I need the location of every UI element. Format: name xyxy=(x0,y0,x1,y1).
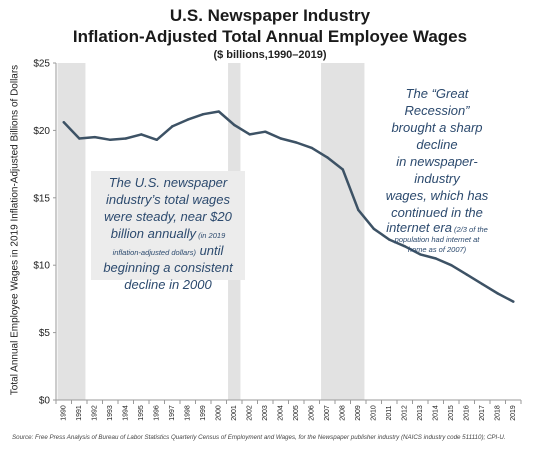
annotation-right-note: (2/3 of the xyxy=(451,225,488,234)
data-point xyxy=(450,264,453,267)
data-point xyxy=(434,257,437,260)
annotation-stable-wages: The U.S. newspaper industry’s total wage… xyxy=(91,171,245,292)
x-tick-label: 2002 xyxy=(247,405,254,421)
x-tick-label: 1994 xyxy=(123,405,130,421)
x-tick-label: 2015 xyxy=(448,405,455,421)
data-point xyxy=(171,125,174,128)
data-point xyxy=(465,273,468,276)
annotation-right-note: population had internet at xyxy=(394,235,480,244)
y-tick-label: $20 xyxy=(33,126,50,137)
x-tick-label: 1992 xyxy=(92,405,99,421)
chart-units: ($ billions,1990–2019) xyxy=(213,49,327,61)
data-point xyxy=(140,133,143,136)
annotation-left-note: inflation-adjusted dollars) xyxy=(112,248,196,257)
x-tick-label: 2009 xyxy=(355,405,362,421)
data-point xyxy=(419,253,422,256)
x-tick-label: 1995 xyxy=(138,405,145,421)
annotation-left-line: beginning a consistent xyxy=(103,260,233,275)
y-tick-label: $0 xyxy=(39,396,51,407)
x-tick-label: 2005 xyxy=(293,405,300,421)
data-point xyxy=(217,110,220,113)
data-point xyxy=(233,123,236,127)
annotation-left-note: (in 2019 xyxy=(196,231,226,240)
data-point xyxy=(186,118,189,121)
x-tick-label: 2011 xyxy=(386,405,393,420)
series-line-wages xyxy=(62,110,515,303)
annotation-left-line: decline in 2000 xyxy=(124,277,212,292)
data-point xyxy=(403,245,406,248)
x-tick-label: 1996 xyxy=(154,405,161,421)
data-point xyxy=(109,138,112,142)
data-point xyxy=(62,121,65,124)
data-point xyxy=(248,133,251,136)
x-tick-label: 2010 xyxy=(371,405,378,421)
x-tick-label: 2006 xyxy=(309,405,316,421)
data-point xyxy=(93,135,96,139)
recession-shade xyxy=(321,63,365,400)
y-tick-label: $25 xyxy=(33,59,50,70)
annotation-left-line: until xyxy=(195,243,224,258)
data-point xyxy=(264,130,267,133)
x-tick-label: 2014 xyxy=(433,405,440,421)
x-tick-label: 2004 xyxy=(278,405,285,421)
x-tick-label: 2007 xyxy=(324,405,331,421)
x-tick-label: 2016 xyxy=(464,405,471,421)
data-point xyxy=(202,113,205,116)
x-tick-label: 2019 xyxy=(510,405,517,421)
title-block: U.S. Newspaper Industry Inflation-Adjust… xyxy=(0,5,540,62)
annotation-right-line: The “Great Recession” xyxy=(404,86,470,118)
data-point xyxy=(310,146,313,150)
annotation-left-line: industry’s total wages xyxy=(105,192,231,207)
x-tick-label: 2001 xyxy=(231,405,238,421)
annotation-left-line: billion annually xyxy=(110,226,197,241)
x-tick-label: 2013 xyxy=(417,405,424,421)
x-tick-label: 2017 xyxy=(479,405,486,421)
x-tick-label: 2003 xyxy=(262,405,269,421)
data-point xyxy=(279,137,282,140)
annotation-right-line: internet era xyxy=(386,220,452,235)
data-point xyxy=(496,292,499,295)
x-tick-label: 1991 xyxy=(76,405,83,421)
x-tick-label: 1997 xyxy=(169,405,176,421)
annotation-right-line: wages, which has xyxy=(385,188,489,203)
data-point xyxy=(372,227,375,231)
x-tick-label: 1999 xyxy=(200,405,207,421)
x-tick-label: 2000 xyxy=(216,405,223,421)
x-tick-label: 2012 xyxy=(402,405,409,421)
data-point xyxy=(78,137,81,140)
data-point xyxy=(155,138,158,142)
y-tick-label: $15 xyxy=(33,193,50,204)
chart-subtitle: Inflation-Adjusted Total Annual Employee… xyxy=(72,27,468,46)
data-point xyxy=(295,141,298,144)
data-point xyxy=(124,137,127,140)
annotation-right-line: brought a sharp decline xyxy=(391,120,483,152)
recession-shade xyxy=(57,63,86,400)
x-tick-label: 2018 xyxy=(495,405,502,421)
x-tick-label: 1993 xyxy=(107,405,114,421)
y-tick-label: $5 xyxy=(39,328,51,339)
x-tick-label: 1998 xyxy=(185,405,192,421)
data-point xyxy=(481,282,484,286)
annotation-left-line: The U.S. newspaper xyxy=(108,175,228,190)
source-note: Source: Free Press Analysis of Bureau of… xyxy=(12,434,506,441)
data-point xyxy=(341,168,344,171)
x-tick-label: 2008 xyxy=(340,405,347,421)
annotation-left-line: were steady, near $20 xyxy=(104,209,232,224)
annotation-right-note: home as of 2007) xyxy=(407,245,467,254)
data-point xyxy=(357,208,360,212)
data-point xyxy=(512,300,515,303)
data-point xyxy=(326,156,329,159)
y-tick-label: $10 xyxy=(33,261,50,272)
x-tick-label: 1990 xyxy=(61,405,68,421)
annotation-right-line: continued in the xyxy=(391,205,483,220)
annotation-great-recession: The “Great Recession” brought a sharp de… xyxy=(375,85,499,255)
annotation-right-line: in newspaper-industry xyxy=(396,154,478,186)
data-point xyxy=(388,238,391,241)
chart-title: U.S. Newspaper Industry xyxy=(169,6,371,25)
y-axis-label: Total Annual Employee Wages in 2019 Infl… xyxy=(9,64,21,396)
